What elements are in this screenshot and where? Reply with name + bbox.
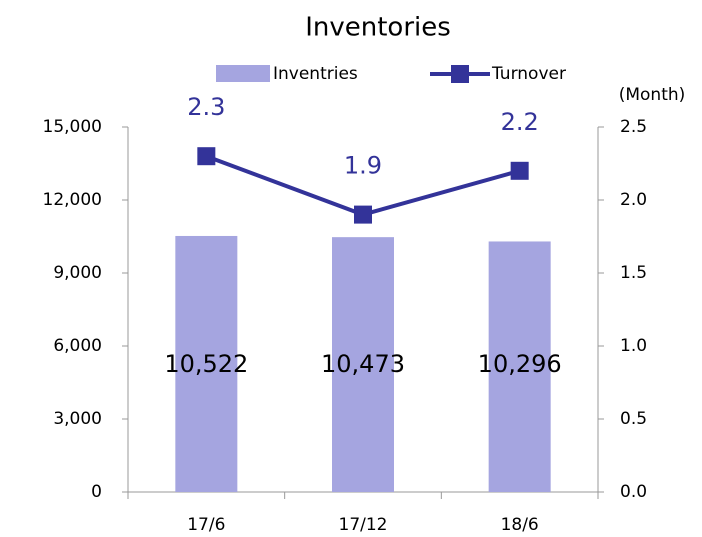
bar xyxy=(332,237,394,492)
y2-tick-label: 0.0 xyxy=(620,482,647,502)
legend-label: Inventries xyxy=(273,64,358,84)
line-value-label: 1.9 xyxy=(344,152,382,180)
y2-tick-label: 2.0 xyxy=(620,190,647,210)
y-tick-label: 6,000 xyxy=(53,336,102,356)
x-tick-label: 17/12 xyxy=(339,515,388,535)
bar-value-label: 10,522 xyxy=(164,350,248,378)
y2-axis-label: (Month) xyxy=(619,85,686,105)
line-marker xyxy=(354,205,372,224)
bar xyxy=(488,241,551,492)
legend-swatch xyxy=(216,65,270,82)
chart-title: Inventories xyxy=(305,13,451,43)
y-tick-label: 12,000 xyxy=(43,190,102,210)
y-tick-label: 15,000 xyxy=(43,117,102,137)
y-tick-label: 3,000 xyxy=(53,409,102,429)
legend-label: Turnover xyxy=(491,64,566,84)
bar xyxy=(175,235,238,492)
bar-value-label: 10,473 xyxy=(321,350,405,378)
bar-value-label: 10,296 xyxy=(478,350,562,378)
line-value-label: 2.2 xyxy=(501,108,539,136)
y2-tick-label: 0.5 xyxy=(620,409,647,429)
y2-tick-label: 1.5 xyxy=(620,263,647,283)
y2-tick-label: 2.5 xyxy=(620,117,647,137)
y2-tick-label: 1.0 xyxy=(620,336,647,356)
legend-marker xyxy=(451,65,469,83)
line-value-label: 2.3 xyxy=(187,93,225,121)
x-tick-label: 17/6 xyxy=(187,515,225,535)
line-marker xyxy=(510,161,529,180)
y-tick-label: 0 xyxy=(91,482,102,502)
line-marker xyxy=(197,147,216,166)
y-tick-label: 9,000 xyxy=(53,263,102,283)
x-tick-label: 18/6 xyxy=(501,515,539,535)
